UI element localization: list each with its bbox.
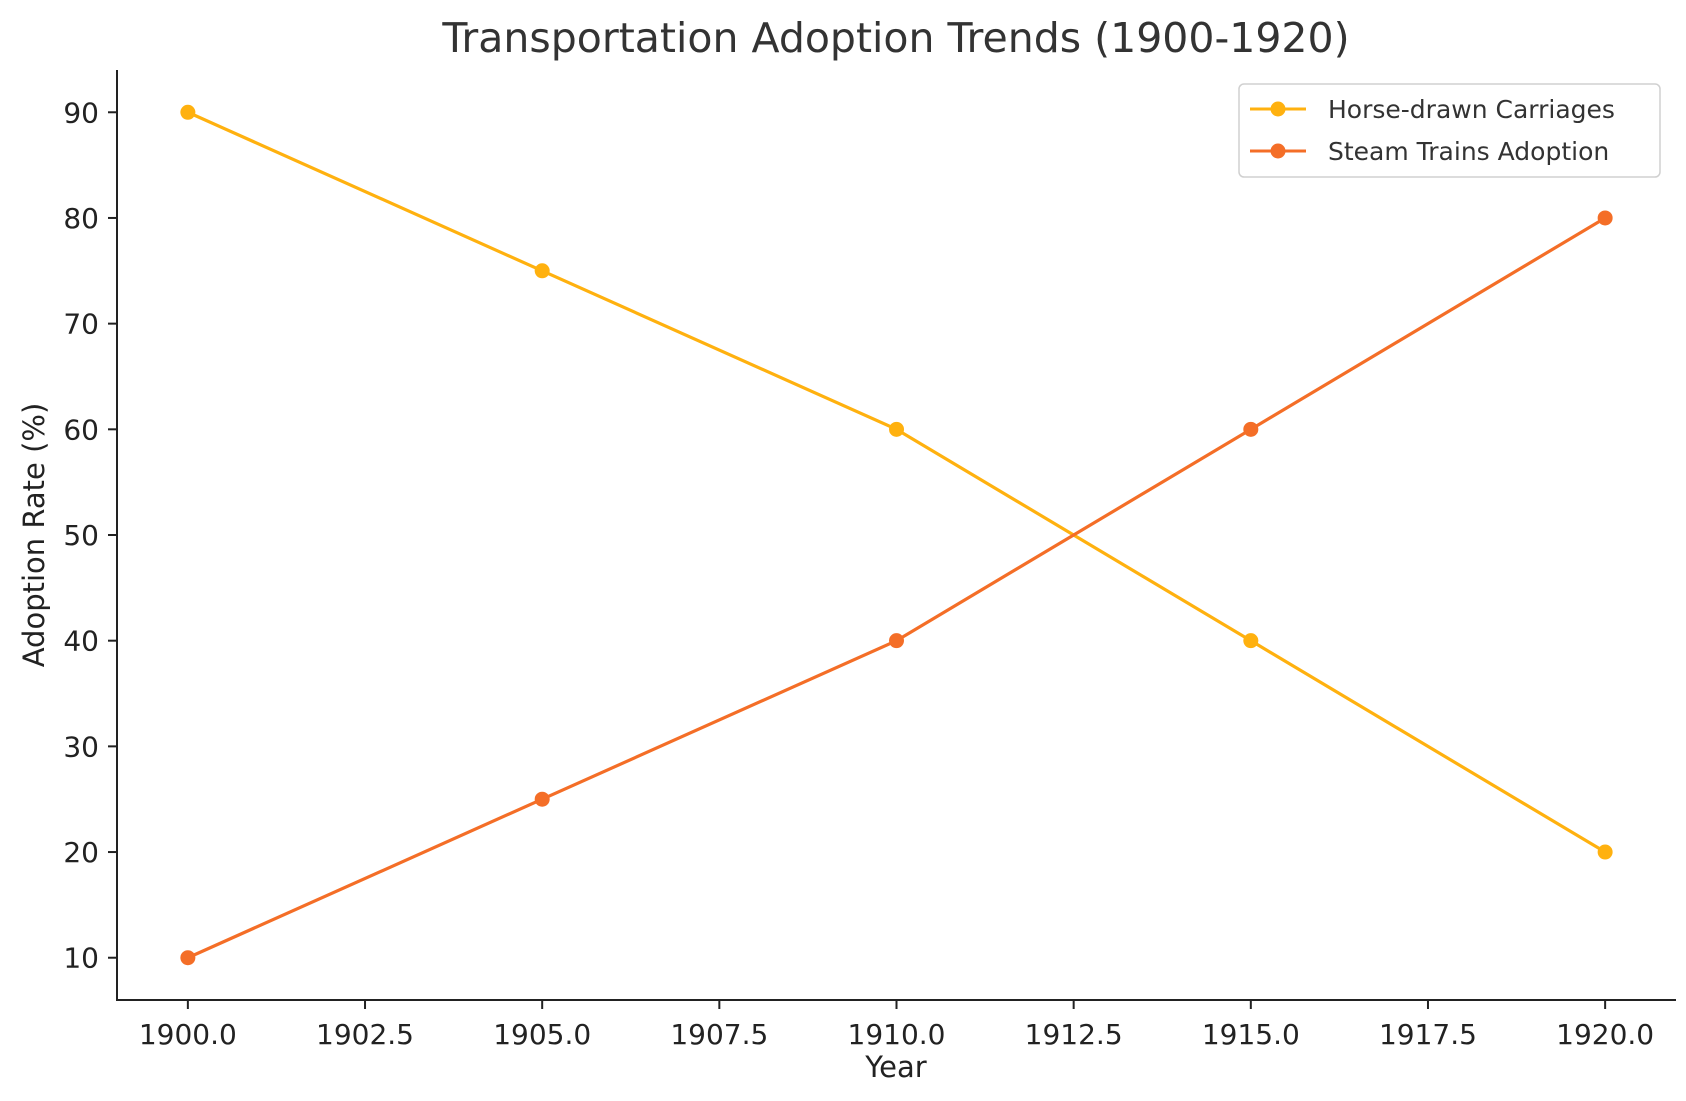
y-axis-label: Adoption Rate (%) — [17, 403, 51, 668]
y-tick-label: 90 — [63, 96, 99, 129]
x-tick-label: 1910.0 — [848, 1018, 946, 1051]
y-tick-label: 60 — [63, 413, 99, 446]
y-tick-label: 50 — [63, 519, 99, 552]
data-point-steam-trains-adoption — [889, 633, 904, 649]
x-tick-label: 1915.0 — [1202, 1018, 1300, 1051]
y-tick-label: 40 — [63, 625, 99, 658]
legend-label: Steam Trains Adoption — [1328, 137, 1609, 166]
legend-swatch-marker — [1270, 143, 1286, 159]
legend: Horse-drawn Carriages Steam Trains Adopt… — [1238, 83, 1661, 178]
y-tick-label: 80 — [63, 202, 99, 235]
series-layer — [180, 104, 1613, 966]
data-point-steam-trains-adoption — [1597, 210, 1613, 226]
y-axis-ticks: 10 20 30 40 50 60 70 80 90 — [63, 96, 117, 975]
plot-area: 1900.0 1902.5 1905.0 1907.5 1910.0 1912.5 1915… — [63, 70, 1676, 1051]
x-tick-label: 1902.5 — [316, 1018, 414, 1051]
x-tick-label: 1905.0 — [493, 1018, 591, 1051]
legend-swatch-marker — [1270, 101, 1286, 117]
y-tick-label: 30 — [63, 730, 99, 763]
data-point-horse-drawn-carriages — [534, 263, 550, 279]
x-axis-ticks: 1900.0 1902.5 1905.0 1907.5 1910.0 1912.5 1915… — [139, 1000, 1654, 1051]
data-point-steam-trains-adoption — [180, 950, 196, 966]
legend-item-horse-drawn-carriages: Horse-drawn Carriages — [1250, 95, 1615, 124]
y-tick-label: 70 — [63, 308, 99, 341]
data-point-horse-drawn-carriages — [889, 421, 904, 437]
x-axis-label: Year — [864, 1050, 926, 1084]
data-point-horse-drawn-carriages — [1243, 633, 1259, 649]
x-tick-label: 1917.5 — [1379, 1018, 1477, 1051]
legend-box — [1238, 83, 1661, 178]
x-tick-label: 1920.0 — [1556, 1018, 1654, 1051]
x-tick-label: 1912.5 — [1025, 1018, 1123, 1051]
chart-title: Transportation Adoption Trends (1900-192… — [441, 14, 1349, 62]
data-point-steam-trains-adoption — [534, 791, 550, 807]
y-tick-label: 20 — [63, 836, 99, 869]
data-point-steam-trains-adoption — [1243, 421, 1259, 437]
data-point-horse-drawn-carriages — [1597, 844, 1613, 860]
legend-item-steam-trains-adoption: Steam Trains Adoption — [1250, 137, 1609, 166]
data-point-horse-drawn-carriages — [180, 104, 196, 120]
legend-label: Horse-drawn Carriages — [1328, 95, 1615, 124]
x-tick-label: 1900.0 — [139, 1018, 237, 1051]
y-tick-label: 10 — [63, 942, 99, 975]
x-tick-label: 1907.5 — [670, 1018, 768, 1051]
